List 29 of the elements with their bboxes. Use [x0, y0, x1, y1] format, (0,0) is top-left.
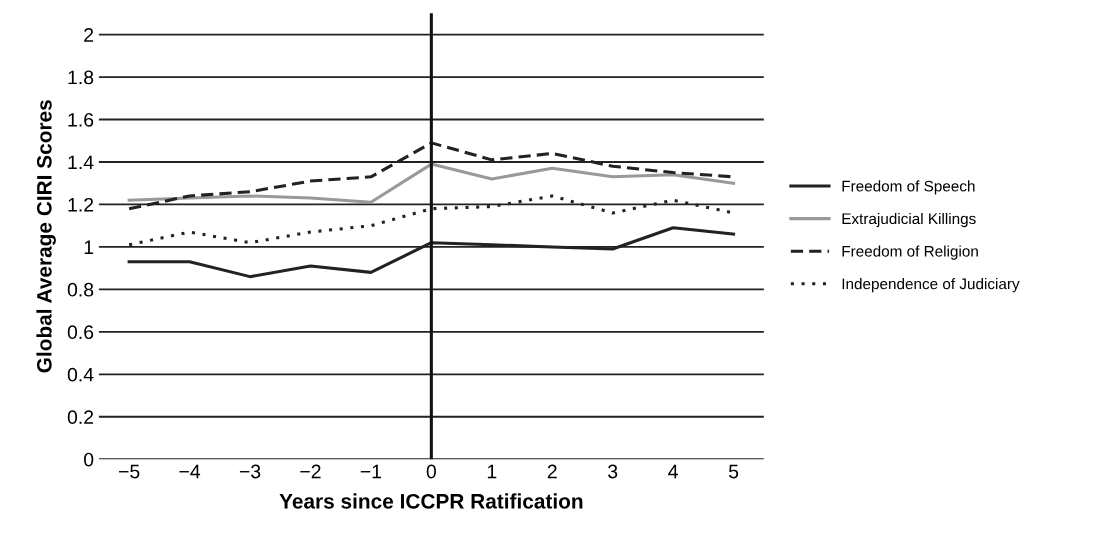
y-tick-label: 1.2 — [68, 197, 94, 212]
y-tick-label: 0.6 — [67, 325, 94, 340]
x-tick-label: −2 — [300, 464, 321, 479]
line-series — [127, 162, 736, 204]
x-axis-title: Years since ICCPR Ratification — [279, 493, 583, 509]
x-tick-label: 0 — [426, 464, 436, 479]
legend-label: Independence of Judiciary — [842, 278, 1020, 293]
y-tick-label: 1 — [84, 240, 94, 254]
y-axis-title: Global Average CIRI Scores — [36, 100, 56, 373]
y-tick-label: 0.4 — [67, 367, 94, 382]
y-tick-label: 1.6 — [68, 112, 94, 127]
legend-label: Freedom of Speech — [842, 180, 975, 195]
x-tick-label: 4 — [668, 464, 678, 479]
legend-label: Freedom of Religion — [842, 245, 978, 260]
y-tick-label: 0 — [84, 452, 94, 467]
x-tick-label: 5 — [728, 464, 739, 479]
x-tick-label: −5 — [119, 464, 140, 479]
legend-label: Extrajudicial Killings — [842, 212, 976, 228]
x-tick-label: −3 — [239, 464, 261, 479]
y-tick-label: 1.8 — [68, 70, 94, 85]
y-tick-label: 2 — [84, 28, 94, 42]
x-tick-label: −4 — [179, 464, 201, 479]
y-tick-label: 0.8 — [67, 282, 94, 297]
x-tick-label: 1 — [487, 464, 497, 479]
x-tick-label: −1 — [360, 464, 382, 479]
x-tick-label: 3 — [608, 464, 618, 479]
y-tick-label: 0.2 — [67, 410, 94, 425]
x-tick-label: 2 — [547, 464, 557, 479]
y-tick-label: 1.4 — [68, 155, 94, 170]
